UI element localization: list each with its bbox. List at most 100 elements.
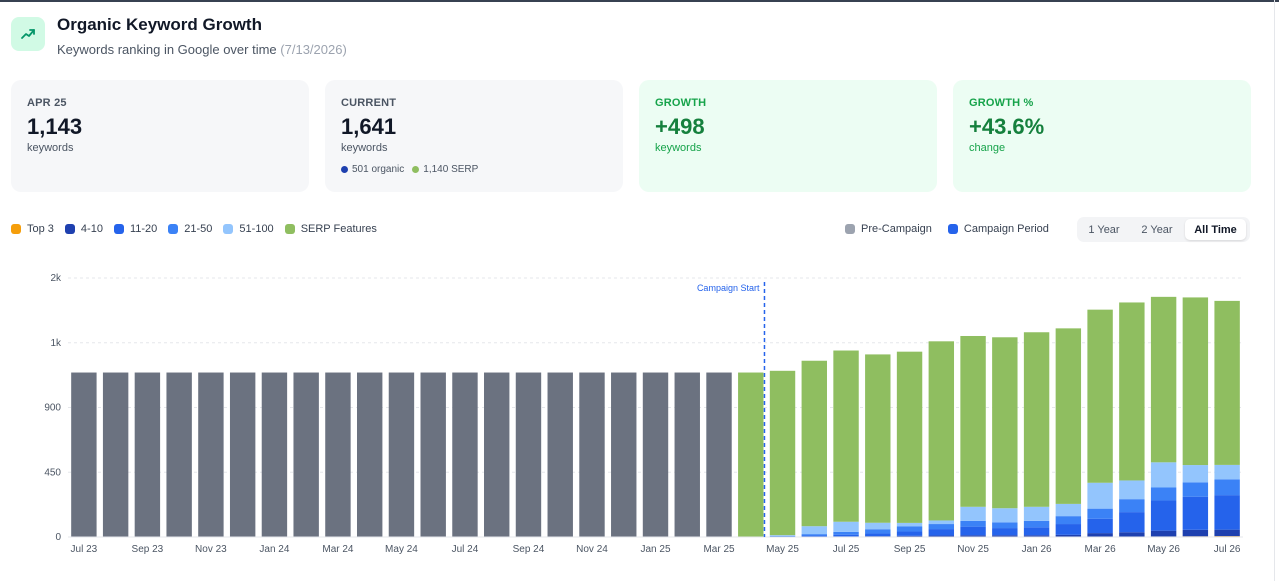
subtitle-date: (7/13/2026) xyxy=(280,42,347,57)
bar-segment xyxy=(896,351,923,523)
bar-segment xyxy=(896,526,923,532)
bar-segment xyxy=(1150,487,1177,501)
bar-segment xyxy=(1087,518,1113,534)
serp-dot-icon xyxy=(412,166,420,173)
bar-segment xyxy=(71,372,97,537)
bar-segment xyxy=(1214,529,1240,537)
legend-swatch xyxy=(168,224,179,234)
card-growth-percent: GROWTH % +43.6% change xyxy=(953,80,1251,192)
legend-label: Campaign Period xyxy=(963,223,1049,235)
bar-segment xyxy=(769,370,796,536)
bar-segment xyxy=(896,531,923,536)
bar-segment xyxy=(102,372,129,537)
bar-segment xyxy=(992,535,1018,537)
legend-item-4-10[interactable]: 4-10 xyxy=(64,223,103,235)
bar-segment xyxy=(992,528,1018,536)
x-tick-label: Sep 25 xyxy=(894,544,926,555)
legend-label: 21-50 xyxy=(184,223,213,235)
legend-item-21-50[interactable]: 21-50 xyxy=(168,223,212,235)
y-tick-label: 900 xyxy=(44,403,61,414)
rank-legend: Top 3 4-10 11-20 21-50 51-100 SERP Featu… xyxy=(11,223,388,235)
bar-segment xyxy=(1182,529,1209,537)
bar-segment xyxy=(1119,302,1145,481)
legend-swatch xyxy=(845,224,855,234)
card-baseline: APR 25 1,143 keywords xyxy=(11,80,309,192)
bar-segment xyxy=(928,535,955,537)
x-tick-label: Jul 26 xyxy=(1214,544,1241,555)
bar-segment xyxy=(1214,479,1240,496)
legend-item-pre-campaign[interactable]: Pre-Campaign xyxy=(845,223,932,235)
bar-segment xyxy=(515,372,542,537)
range-button-2-year[interactable]: 2 Year xyxy=(1141,223,1173,236)
x-tick-label: May 25 xyxy=(766,544,799,555)
bar-segment xyxy=(865,522,891,530)
bar-segment xyxy=(833,521,859,532)
card-current: CURRENT 1,641 keywords 501 organic 1,140… xyxy=(325,80,623,192)
legend-swatch xyxy=(947,224,958,234)
bar-segment xyxy=(992,522,1018,529)
card-label: CURRENT xyxy=(341,97,397,109)
bar-segment xyxy=(960,335,986,507)
x-tick-label: Nov 23 xyxy=(195,544,227,555)
bar-segment xyxy=(960,520,986,527)
legend-swatch xyxy=(113,224,124,234)
y-tick-label: 2k xyxy=(50,273,62,284)
card-value: 1,143 xyxy=(27,114,83,139)
legend-item-serp-features[interactable]: SERP Features xyxy=(284,223,377,235)
card-label: GROWTH % xyxy=(969,97,1034,109)
bar-segment xyxy=(1087,482,1113,509)
bar-segment xyxy=(1182,496,1209,530)
card-label: APR 25 xyxy=(27,97,67,109)
legend-label: 11-20 xyxy=(129,223,158,235)
bar-segment xyxy=(1214,300,1240,465)
x-tick-label: Jul 24 xyxy=(452,544,479,555)
legend-item-top3[interactable]: Top 3 xyxy=(11,223,54,235)
legend-item-51-100[interactable]: 51-100 xyxy=(223,223,274,235)
bar-segment xyxy=(1023,535,1050,537)
legend-label: Top 3 xyxy=(27,223,54,235)
organic-dot-icon xyxy=(341,166,348,173)
subtitle-text: Keywords ranking in Google over time xyxy=(57,42,277,57)
bar-segment xyxy=(1150,500,1177,531)
bar-segment xyxy=(833,531,859,535)
legend-swatch xyxy=(223,224,234,234)
x-tick-label: Sep 23 xyxy=(132,544,164,555)
bar-segment xyxy=(1023,332,1050,507)
range-button-all-time[interactable]: All Time xyxy=(1185,219,1246,240)
bar-segment xyxy=(484,372,510,537)
campaign-start-label: Campaign Start xyxy=(697,283,760,293)
bar-segment xyxy=(1150,530,1177,537)
range-button-1-year[interactable]: 1 Year xyxy=(1088,223,1120,236)
legend-label: SERP Features xyxy=(300,223,377,235)
legend-item-campaign-period[interactable]: Campaign Period xyxy=(947,223,1049,235)
card-unit: keywords xyxy=(27,142,74,154)
legend-item-11-20[interactable]: 11-20 xyxy=(113,223,158,235)
bar-segment xyxy=(960,506,986,521)
bar-segment xyxy=(293,372,319,537)
bar-segment xyxy=(1182,297,1209,466)
page-title: Organic Keyword Growth xyxy=(57,15,262,34)
serp-count: 1,140 SERP xyxy=(423,164,479,175)
card-breakdown: 501 organic 1,140 SERP xyxy=(341,164,607,175)
x-tick-label: Jan 24 xyxy=(259,544,289,555)
bar-segment xyxy=(833,534,859,537)
bar-segment xyxy=(1087,508,1113,519)
x-tick-label: May 26 xyxy=(1147,544,1180,555)
x-tick-label: Mar 25 xyxy=(703,544,735,555)
bar-segment xyxy=(1119,499,1145,513)
bar-segment xyxy=(642,372,669,537)
page-subtitle: Keywords ranking in Google over time (7/… xyxy=(57,42,347,57)
bar-segment xyxy=(738,372,764,537)
bar-segment xyxy=(928,524,955,530)
bar-segment xyxy=(928,520,955,525)
bar-segment xyxy=(769,535,796,537)
bar-segment xyxy=(579,372,605,537)
legend-label: 51-100 xyxy=(239,223,274,235)
bar-segment xyxy=(865,354,891,523)
x-tick-label: Mar 26 xyxy=(1085,544,1117,555)
y-tick-label: 450 xyxy=(44,467,61,478)
bar-segment xyxy=(960,526,986,536)
bar-segment xyxy=(325,372,351,537)
bar-segment xyxy=(229,372,256,537)
legend-label: 4-10 xyxy=(80,223,103,235)
